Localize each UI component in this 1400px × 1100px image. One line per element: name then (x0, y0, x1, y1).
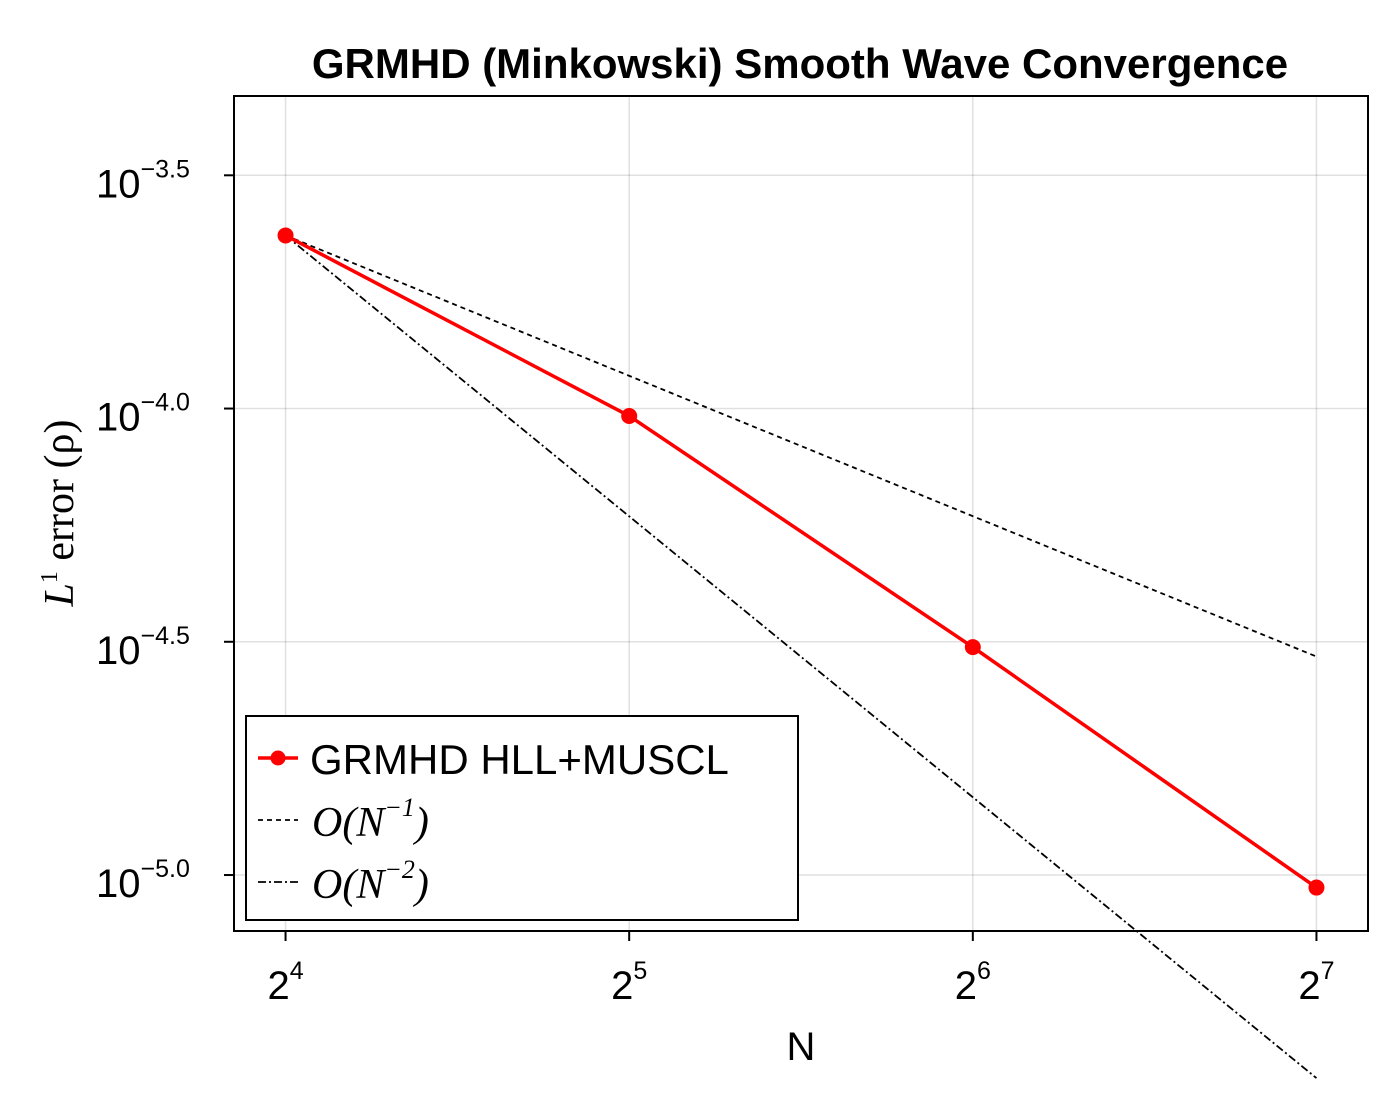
data-point-grmhd (277, 227, 294, 244)
legend-label-n1: O(N−1) (312, 793, 429, 846)
x-tick-label: 27 (1298, 957, 1334, 1008)
legend-marker-grmhd (270, 750, 286, 766)
series-group (277, 227, 1325, 1079)
series-line-grmhd (284, 233, 1318, 889)
data-point-grmhd (1308, 879, 1325, 896)
y-tick-label: 10−5.0 (96, 855, 190, 906)
y-axis-label-rest: error (ρ) (37, 420, 83, 572)
data-point-grmhd (621, 407, 638, 424)
x-tick-label: 26 (955, 957, 991, 1008)
legend-label-n2: O(N−2) (312, 855, 429, 908)
legend-box (245, 715, 799, 921)
grid-lines (234, 96, 1368, 931)
y-axis-label: L1 error (ρ) (37, 420, 83, 608)
x-axis-label: N (787, 1025, 816, 1069)
plot-frame (233, 95, 1369, 932)
y-tick-label: 10−4.0 (96, 389, 190, 440)
chart-title: GRMHD (Minkowski) Smooth Wave Convergenc… (312, 40, 1288, 87)
y-tick-label: 10−4.5 (96, 622, 190, 673)
series-line-n2 (284, 234, 1318, 1079)
y-axis-label-sup: 1 (37, 571, 63, 583)
series-line-n1 (285, 234, 1317, 658)
x-axis-ticks: 24 25 26 27 (267, 931, 1335, 1008)
legend-label-grmhd: GRMHD HLL+MUSCL (310, 736, 729, 783)
legend: GRMHD HLL+MUSCL O(N−1) O(N−2) (245, 715, 799, 921)
y-tick-label: 10−3.5 (96, 155, 190, 206)
x-tick-label: 25 (611, 957, 647, 1008)
x-tick-label: 24 (267, 957, 303, 1008)
y-axis-ticks: 10−3.5 10−4.0 10−4.5 10−5.0 (96, 155, 234, 906)
y-axis-label-symbol: L (37, 583, 83, 607)
data-point-grmhd (964, 639, 981, 656)
